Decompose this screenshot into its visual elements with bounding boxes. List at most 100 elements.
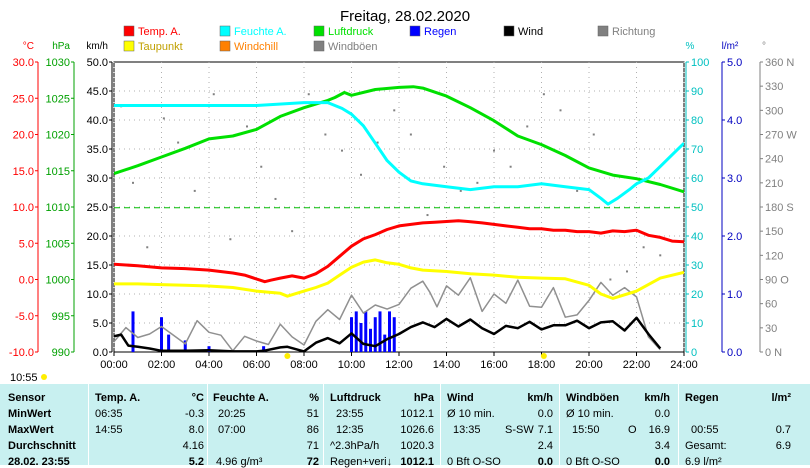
axis-tick-label-temp: 30.0 [13, 57, 34, 69]
wind-max-time: 13:35 [453, 424, 481, 436]
weather-chart: Freitag, 28.02.2020 Temp. A. Feuchte A. Lu… [9, 8, 797, 384]
x-tick-label: 24:00 [670, 359, 698, 371]
axis-tick-label-direction: 30 [765, 323, 777, 335]
sun-marker [41, 374, 47, 380]
direction-point [146, 246, 149, 249]
x-tick-label: 16:00 [480, 359, 508, 371]
axis-tick-label-wind: 30.0 [87, 173, 108, 185]
x-tick-label: 00:00 [100, 359, 128, 371]
axis-unit-humidity: % [686, 41, 695, 52]
wind-max-direction: S-SW [505, 424, 534, 436]
wind-current-bft: 0 Bft O-SO [447, 456, 501, 468]
axis-tick-label-pressure: 1015 [46, 166, 70, 178]
axis-tick-label-direction: 330 [765, 81, 783, 93]
feuchte-header: Feuchte A. [213, 392, 269, 404]
x-tick-label: 20:00 [575, 359, 603, 371]
axis-tick-label-direction: 240 [765, 154, 783, 166]
axis-tick-label-humidity: 100 [691, 57, 709, 69]
series-line-wind [114, 316, 662, 352]
x-tick-label: 10:00 [338, 359, 366, 371]
x-tick-label: 04:00 [195, 359, 223, 371]
axis-tick-label-rain: 2.0 [727, 231, 742, 243]
axis-tick-label-direction: 0 N [765, 347, 782, 359]
direction-point [193, 189, 196, 192]
direction-point [360, 173, 362, 176]
axis-tick-label-direction: 360 N [765, 57, 794, 69]
direction-point [177, 141, 180, 144]
direction-point [260, 165, 263, 168]
axis-tick-label-pressure: 1005 [46, 238, 70, 250]
direction-point [376, 141, 379, 144]
direction-point [542, 93, 545, 96]
feuchte-abs-humidity: 4.96 g/m³ [216, 456, 263, 468]
axis-tick-label-humidity: 10 [691, 318, 703, 330]
time-annotation: 10:55 [10, 372, 38, 384]
rain-bar [167, 334, 171, 352]
luftdruck-max-time: 12:35 [336, 424, 364, 436]
stats-col-regen: Regen l/m² 00:55 Gesamt: 6.9 l/m² 0.7 6.… [679, 384, 797, 468]
wind-header: Wind [447, 392, 474, 404]
regen-unit: l/m² [771, 392, 791, 404]
direction-point [212, 93, 215, 96]
temp-min-value: -0.3 [185, 408, 204, 420]
axis-tick-label-rain: 1.0 [727, 289, 742, 301]
rain-bar [262, 346, 266, 352]
legend-swatch [597, 25, 609, 37]
axis-tick-label-temp: 0.0 [19, 275, 34, 287]
direction-point [132, 181, 134, 184]
legend-label: Taupunkt [138, 41, 183, 53]
series-line-windben [114, 277, 661, 352]
windboeen-avg-value: 3.4 [654, 440, 670, 452]
rain-bar [388, 311, 391, 352]
windboeen-max-time: 15:50 [572, 424, 600, 436]
x-tick-label: 18:00 [528, 359, 556, 371]
axis-tick-label-direction: 180 S [765, 202, 794, 214]
axis-unit-wind: km/h [86, 41, 108, 52]
temp-max-value: 8.0 [188, 424, 204, 436]
legend-swatch [313, 40, 325, 52]
windboeen-min-value: 0.0 [654, 408, 670, 420]
axis-tick-label-direction: 270 W [765, 130, 797, 142]
axis-unit-pressure: hPa [52, 41, 70, 52]
feuchte-min-value: 51 [306, 408, 319, 420]
luftdruck-unit: hPa [413, 392, 434, 404]
rain-bar [131, 311, 135, 352]
direction-point [229, 238, 232, 241]
wind-current-value: 0.0 [537, 456, 553, 468]
axis-tick-label-temp: -5.0 [15, 311, 34, 323]
axis-tick-label-direction: 90 O [765, 275, 789, 287]
axis-tick-label-pressure: 1000 [46, 275, 70, 287]
legend-label: Regen [424, 26, 456, 38]
direction-point [476, 181, 479, 184]
rain-bar [354, 311, 358, 352]
direction-point [526, 125, 529, 128]
sun-marker [540, 353, 547, 359]
temp-current-value: 5.2 [188, 456, 204, 468]
axis-tick-label-temp: 15.0 [13, 166, 34, 178]
feuchte-max-time: 07:00 [218, 424, 246, 436]
x-tick-label: 06:00 [243, 359, 271, 371]
temp-header: Temp. A. [95, 392, 141, 404]
legend-label: Wind [518, 26, 543, 38]
axis-tick-label-wind: 50.0 [87, 57, 108, 69]
x-tick-label: 08:00 [290, 359, 318, 371]
temp-unit: °C [191, 392, 204, 404]
windboeen-unit: km/h [644, 392, 670, 404]
legend-label: Luftdruck [328, 26, 374, 38]
x-tick-label: 12:00 [385, 359, 413, 371]
stats-col-feuchte: Feuchte A. % 20:25 07:00 4.96 g/m³ 51 86… [208, 384, 324, 468]
windboeen-min-label: Ø 10 min. [566, 408, 614, 420]
axis-tick-label-wind: 10.0 [87, 289, 108, 301]
direction-point [609, 278, 612, 281]
axis-tick-label-pressure: 1010 [46, 202, 70, 214]
windboeen-max-value: 16.9 [648, 424, 670, 436]
legend-swatch [219, 25, 231, 37]
axis-unit-temp: °C [23, 41, 34, 52]
wind-max-value: 7.1 [537, 424, 553, 436]
rain-bar [364, 311, 368, 352]
direction-point [659, 254, 662, 257]
axis-tick-label-direction: 210 [765, 178, 783, 190]
rain-bar [160, 317, 163, 352]
axis-tick-label-humidity: 20 [691, 289, 703, 301]
legend-label: Windböen [328, 41, 378, 53]
